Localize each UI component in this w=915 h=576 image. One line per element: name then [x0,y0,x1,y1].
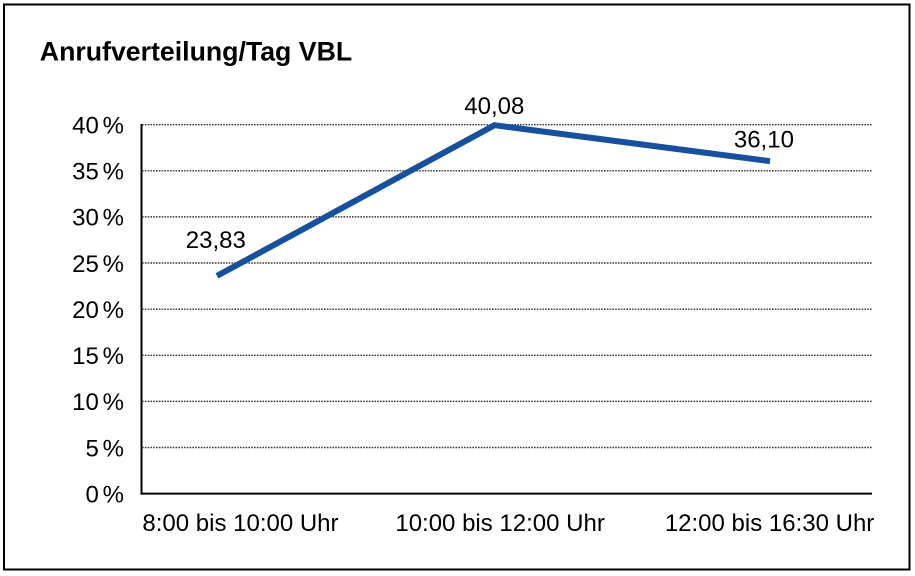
svg-text:40,08: 40,08 [464,93,524,120]
svg-text:%: % [103,343,124,370]
svg-text:30: 30 [72,205,99,232]
svg-text:36,10: 36,10 [734,126,794,153]
svg-text:%: % [103,435,124,462]
svg-text:8:00 bis 10:00 Uhr: 8:00 bis 10:00 Uhr [142,510,338,537]
svg-text:10:00 bis 12:00 Uhr: 10:00 bis 12:00 Uhr [395,510,604,537]
svg-text:%: % [103,205,124,232]
svg-text:%: % [103,159,124,186]
svg-text:%: % [103,481,124,508]
svg-text:12:00 bis 16:30 Uhr: 12:00 bis 16:30 Uhr [665,510,874,537]
svg-text:25: 25 [72,251,99,278]
svg-text:%: % [103,389,124,416]
svg-text:35: 35 [72,159,99,186]
svg-text:10: 10 [72,389,99,416]
svg-text:23,83: 23,83 [186,227,246,254]
svg-text:5: 5 [85,435,98,462]
svg-text:15: 15 [72,343,99,370]
svg-text:%: % [103,113,124,140]
svg-text:%: % [103,297,124,324]
svg-text:Anrufverteilung/Tag VBL: Anrufverteilung/Tag VBL [40,36,352,66]
svg-text:20: 20 [72,297,99,324]
svg-text:%: % [103,251,124,278]
svg-text:40: 40 [72,113,99,140]
svg-text:0: 0 [85,481,98,508]
